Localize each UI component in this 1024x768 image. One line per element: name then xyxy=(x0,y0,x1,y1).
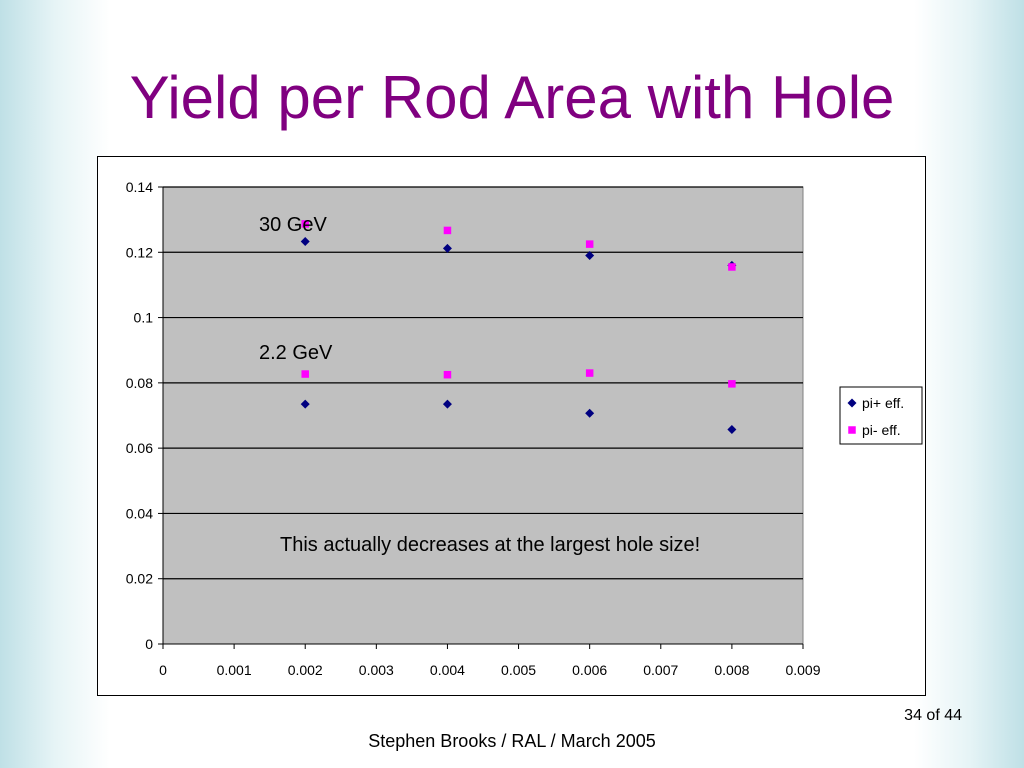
x-tick-label: 0.002 xyxy=(288,662,323,678)
footer-text: Stephen Brooks / RAL / March 2005 xyxy=(368,731,656,751)
legend-label: pi- eff. xyxy=(862,422,901,438)
plot-area xyxy=(162,186,804,645)
pi-plus-data-point xyxy=(300,399,310,409)
pi-minus-data-point xyxy=(728,263,736,271)
pi-minus-data-point xyxy=(301,220,309,228)
pi-minus-data-point xyxy=(585,369,594,377)
pi-minus-data-point xyxy=(301,370,309,378)
chart-annotation: 2.2 GeV xyxy=(259,342,333,364)
y-tick-label: 0.08 xyxy=(126,375,153,391)
x-tick-label: 0.005 xyxy=(501,662,536,678)
slide-title: Yield per Rod Area with Hole xyxy=(129,64,895,131)
pi-plus-data-point xyxy=(727,425,737,435)
x-tick-label: 0 xyxy=(159,662,167,678)
pi-minus-data-point xyxy=(728,380,736,388)
x-tick-label: 0.008 xyxy=(714,662,749,678)
x-tick-label: 0.007 xyxy=(643,662,678,678)
legend-marker-pi-plus xyxy=(847,398,857,408)
pi-plus-data-point xyxy=(585,251,595,261)
legend-marker-pi-minus xyxy=(848,426,856,434)
y-tick-label: 0.1 xyxy=(134,310,154,326)
y-tick-label: 0.06 xyxy=(126,440,153,456)
pi-minus-data-point xyxy=(443,226,452,235)
y-tick-label: 0.12 xyxy=(126,244,153,260)
x-tick-label: 0.003 xyxy=(359,662,394,678)
slide-number: 34 of 44 xyxy=(904,707,962,724)
pi-plus-data-point xyxy=(442,399,452,409)
chart-annotation: 30 GeV xyxy=(259,214,327,236)
x-tick-label: 0.006 xyxy=(572,662,607,678)
chart-frame: 0 0.02 0.04 0.06 0.08 0.1 0.12 0.14 0 0.001 0.002 0… xyxy=(97,156,926,696)
chart-annotation: This actually decreases at the largest h… xyxy=(280,534,700,556)
legend-box xyxy=(839,386,923,445)
y-tick-label: 0.14 xyxy=(126,179,153,195)
pi-plus-data-point xyxy=(585,408,595,418)
pi-minus-data-point xyxy=(585,240,594,248)
y-tick-label: 0.04 xyxy=(126,505,153,521)
x-tick-label: 0.001 xyxy=(217,662,252,678)
legend-label: pi+ eff. xyxy=(862,395,904,411)
x-tick-label: 0.009 xyxy=(785,662,820,678)
pi-plus-data-point xyxy=(300,237,310,247)
x-tick-label: 0.004 xyxy=(430,662,465,678)
scatter-chart: 0 0.02 0.04 0.06 0.08 0.1 0.12 0.14 0 0.001 0.002 0… xyxy=(126,179,923,678)
pi-plus-data-point xyxy=(442,243,452,253)
pi-minus-data-point xyxy=(443,370,452,379)
y-tick-label: 0.02 xyxy=(126,571,153,587)
y-tick-label: 0 xyxy=(145,636,153,652)
